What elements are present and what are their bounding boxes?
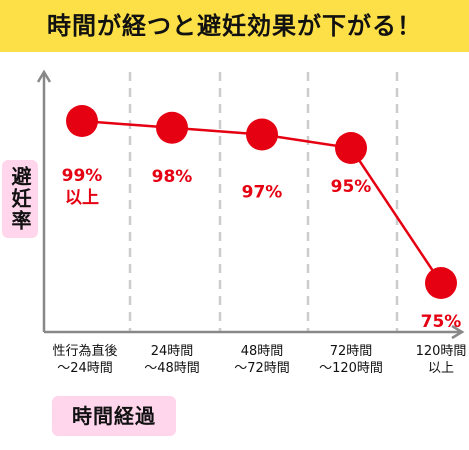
x-tick-label-5: 120時間 以上	[415, 344, 467, 376]
x-tick-label-1: 性行為直後 〜24時間	[52, 344, 118, 376]
data-label-4: 95%	[331, 177, 372, 197]
y-axis-label-box: 避妊率	[2, 160, 38, 238]
y-axis-arrow	[36, 69, 52, 83]
title-banner	[0, 0, 469, 52]
data-point-2	[156, 111, 188, 144]
data-label-3: 97%	[242, 183, 283, 203]
data-point-3	[246, 118, 278, 151]
x-tick-label-2: 24時間 〜48時間	[144, 344, 200, 376]
data-label-5: 75%	[421, 312, 462, 332]
data-label-1: 99%	[62, 166, 103, 186]
x-tick-label-3: 48時間 〜72時間	[234, 344, 290, 376]
data-label-2: 98%	[152, 167, 193, 187]
x-axis-label: 時間経過	[72, 404, 156, 428]
y-axis-label: 避妊率	[8, 166, 32, 232]
x-tick-label-4: 72時間 〜120時間	[319, 344, 383, 376]
data-point-1	[66, 105, 98, 137]
data-point-5	[425, 267, 457, 299]
page-title: 時間が経つと避妊効果が下がる！	[47, 12, 422, 40]
data-point-4	[335, 132, 367, 164]
x-axis-label-box: 時間経過	[52, 396, 176, 436]
x-axis-arrow	[451, 324, 465, 340]
data-label-1-line-2: 以上	[65, 188, 99, 208]
